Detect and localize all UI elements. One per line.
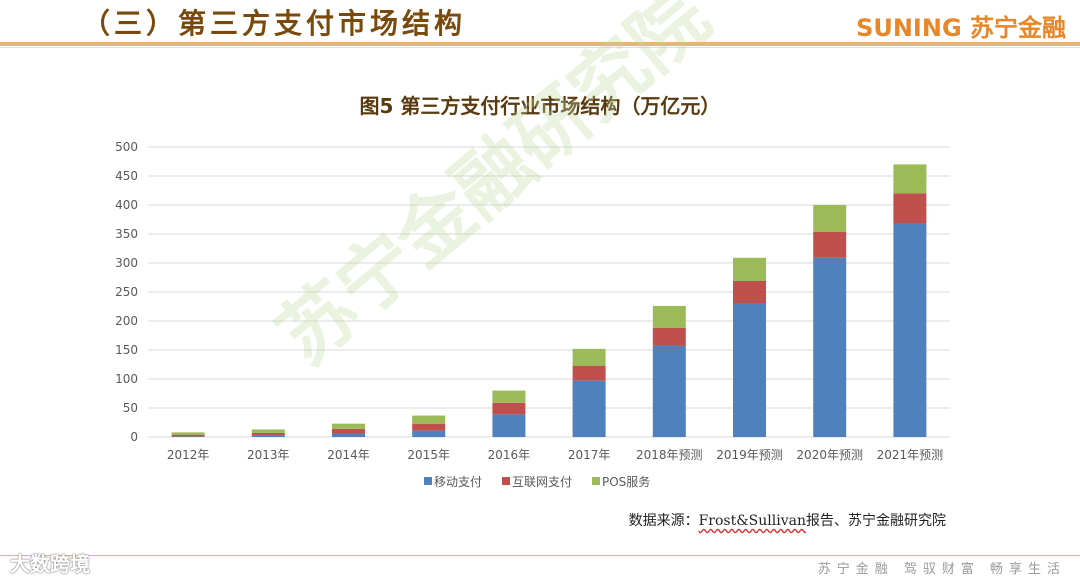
bar-internet: [893, 193, 927, 224]
legend-internet-swatch: [502, 477, 510, 485]
y-tick-label: 150: [115, 343, 138, 357]
legend-pos-label: POS服务: [602, 474, 650, 489]
footer-watermark: 大数跨境: [10, 552, 90, 576]
bar-internet: [332, 428, 365, 434]
bar-internet: [652, 327, 686, 346]
x-tick-label: 2020年预测: [796, 448, 863, 462]
bar-internet: [412, 423, 446, 431]
x-tick-label: 2012年: [167, 448, 210, 462]
legend-mobile-swatch: [424, 477, 432, 485]
bar-internet: [171, 434, 205, 437]
source-suffix: 报告、苏宁金融研究院: [806, 513, 946, 529]
bar-pos: [652, 305, 686, 328]
footer-slogan: 苏宁金融 驾驭财富 畅享生活: [817, 562, 1066, 577]
x-tick-label: 2014年: [327, 448, 370, 462]
y-tick-label: 400: [115, 198, 138, 212]
bar-internet: [251, 432, 285, 436]
bar-mobile: [171, 436, 205, 437]
x-tick-label: 2017年: [568, 448, 611, 462]
y-tick-label: 500: [115, 140, 138, 154]
bar-mobile: [733, 303, 766, 437]
bar-mobile: [412, 430, 446, 437]
bar-mobile: [652, 345, 686, 437]
bar-pos: [492, 390, 526, 403]
bar-pos: [412, 415, 446, 424]
y-tick-label: 450: [115, 169, 138, 183]
bar-pos: [251, 429, 285, 433]
bar-internet: [492, 402, 526, 415]
y-tick-label: 0: [130, 430, 138, 444]
y-tick-label: 200: [115, 314, 138, 328]
bar-pos: [171, 432, 205, 435]
bar-internet: [733, 280, 766, 304]
bar-pos: [332, 423, 365, 429]
footer-divider: [0, 555, 1080, 556]
y-tick-label: 300: [115, 256, 138, 270]
data-source: 数据来源：Frost&Sullivan报告、苏宁金融研究院: [629, 510, 946, 530]
bar-mobile: [492, 414, 526, 437]
chart-title: 图5 第三方支付行业市场结构（万亿元）: [359, 94, 721, 118]
bar-pos: [572, 348, 606, 366]
y-tick-label: 50: [123, 401, 138, 415]
bar-pos: [813, 205, 847, 232]
y-tick-label: 100: [115, 372, 138, 386]
source-english: Frost&Sullivan: [698, 513, 806, 529]
bar-mobile: [332, 433, 365, 437]
legend-pos-swatch: [592, 477, 600, 485]
bar-pos: [893, 164, 927, 194]
legend-mobile-label: 移动支付: [434, 475, 482, 489]
x-tick-label: 2016年: [488, 448, 531, 462]
source-prefix: 数据来源：: [628, 513, 699, 529]
bar-mobile: [813, 257, 847, 437]
legend-internet-label: 互联网支付: [512, 475, 572, 489]
x-tick-label: 2021年预测: [877, 448, 944, 462]
brand-logo: SUNING 苏宁金融: [856, 14, 1066, 42]
x-tick-label: 2019年预测: [716, 448, 783, 462]
y-tick-label: 350: [115, 227, 138, 241]
y-tick-label: 250: [115, 285, 138, 299]
x-tick-label: 2018年预测: [636, 448, 703, 462]
header-divider: [0, 42, 1080, 46]
bar-mobile: [251, 435, 285, 437]
bar-internet: [572, 365, 606, 381]
header-divider-thin: [0, 47, 1080, 48]
x-tick-label: 2013年: [247, 448, 290, 462]
bar-internet: [813, 231, 847, 258]
x-tick-label: 2015年: [407, 448, 450, 462]
bar-pos: [733, 257, 766, 281]
bar-mobile: [893, 223, 927, 437]
page-title: （三）第三方支付市场结构: [82, 7, 467, 40]
bar-mobile: [572, 380, 606, 437]
